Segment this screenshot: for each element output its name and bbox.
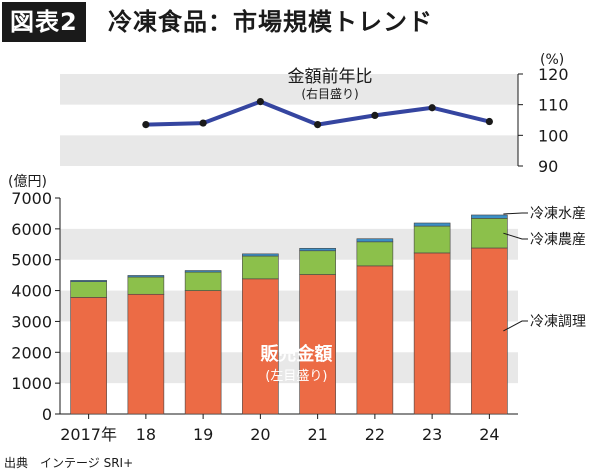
yoy-point <box>256 98 264 106</box>
bar-segment-chourihin <box>413 252 451 415</box>
bar-y-tick-label: 2000 <box>11 343 52 362</box>
bar-segment-chourihin <box>299 274 336 415</box>
x-tick-label: 21 <box>307 425 327 444</box>
yoy-point <box>485 117 493 126</box>
series-leader-line <box>503 320 528 332</box>
bar-segment-chourihin <box>242 278 279 415</box>
source-note: 出典 インテージ SRI+ <box>4 456 134 470</box>
bar-segment-suisan <box>242 253 279 257</box>
bar-y-tick-label: 0 <box>42 405 52 424</box>
series-label: 冷凍調理 <box>530 314 586 330</box>
x-tick-label: 22 <box>365 425 385 444</box>
bar-segment-suisan <box>299 247 336 252</box>
bar-segment-chourihin <box>184 290 222 415</box>
figure-number-badge: 図表2 <box>2 2 86 42</box>
bar-segment-chourihin <box>356 265 394 415</box>
bar-y-unit-label: (億円) <box>8 174 47 190</box>
x-tick-label: 2017年 <box>60 425 117 444</box>
yoy-point <box>142 121 150 129</box>
bar-annotation-label: 販売金額 <box>260 343 332 365</box>
bar-y-tick-label: 7000 <box>11 189 52 208</box>
bar-segment-chourihin <box>70 297 107 415</box>
bar-segment-suisan <box>471 214 508 219</box>
bar-y-tick-label: 4000 <box>11 282 52 301</box>
bar-segment-chourihin <box>471 247 508 415</box>
line-y-tick-label: 90 <box>538 157 558 176</box>
yoy-point <box>314 121 322 129</box>
line-y-tick-label: 120 <box>538 65 569 84</box>
line-y-tick-label: 110 <box>538 96 569 115</box>
bar-y-tick-label: 3000 <box>11 312 52 331</box>
bar-segment-nousan <box>127 276 165 295</box>
bar-segment-suisan <box>70 280 107 282</box>
x-tick-label: 18 <box>136 425 156 444</box>
series-leader-line <box>503 212 528 215</box>
series-label: 冷凍農産 <box>530 232 586 248</box>
yoy-point <box>371 111 379 119</box>
x-tick-label: 23 <box>422 425 442 444</box>
chart-title: 冷凍食品：市場規模トレンド <box>108 8 433 36</box>
line-y-tick-label: 100 <box>538 126 569 145</box>
bar-y-tick-label: 1000 <box>11 374 52 393</box>
bar-segment-chourihin <box>127 293 165 415</box>
bar-segment-nousan <box>70 281 107 298</box>
x-tick-label: 24 <box>479 425 499 444</box>
bar-segment-nousan <box>413 225 451 254</box>
bar-y-tick-label: 5000 <box>11 251 52 270</box>
bar-segment-suisan <box>413 222 451 227</box>
bar-y-tick-label: 6000 <box>11 220 52 239</box>
bar-annotation-sublabel: (左目盛り) <box>265 369 327 384</box>
yoy-point <box>428 104 436 112</box>
bar-segment-nousan <box>356 241 394 267</box>
bar-segment-nousan <box>299 250 336 275</box>
line-plot-band <box>60 135 518 166</box>
line-subtitle: (右目盛り) <box>301 86 358 101</box>
bar-segment-nousan <box>242 255 279 280</box>
series-leader-line <box>503 232 528 240</box>
line-y-unit-label: (%) <box>540 52 564 68</box>
series-label: 冷凍水産 <box>530 206 586 222</box>
bar-segment-nousan <box>471 218 508 249</box>
yoy-point <box>199 119 207 127</box>
x-tick-label: 20 <box>250 425 270 444</box>
line-plot-band <box>60 74 518 105</box>
line-title: 金額前年比 <box>288 67 373 87</box>
chart-header: 図表2 冷凍食品：市場規模トレンド <box>0 0 600 46</box>
bar-segment-suisan <box>127 275 165 278</box>
bar-segment-suisan <box>356 238 394 243</box>
x-tick-label: 19 <box>193 425 213 444</box>
bar-segment-suisan <box>184 270 222 273</box>
bar-segment-nousan <box>184 271 222 291</box>
